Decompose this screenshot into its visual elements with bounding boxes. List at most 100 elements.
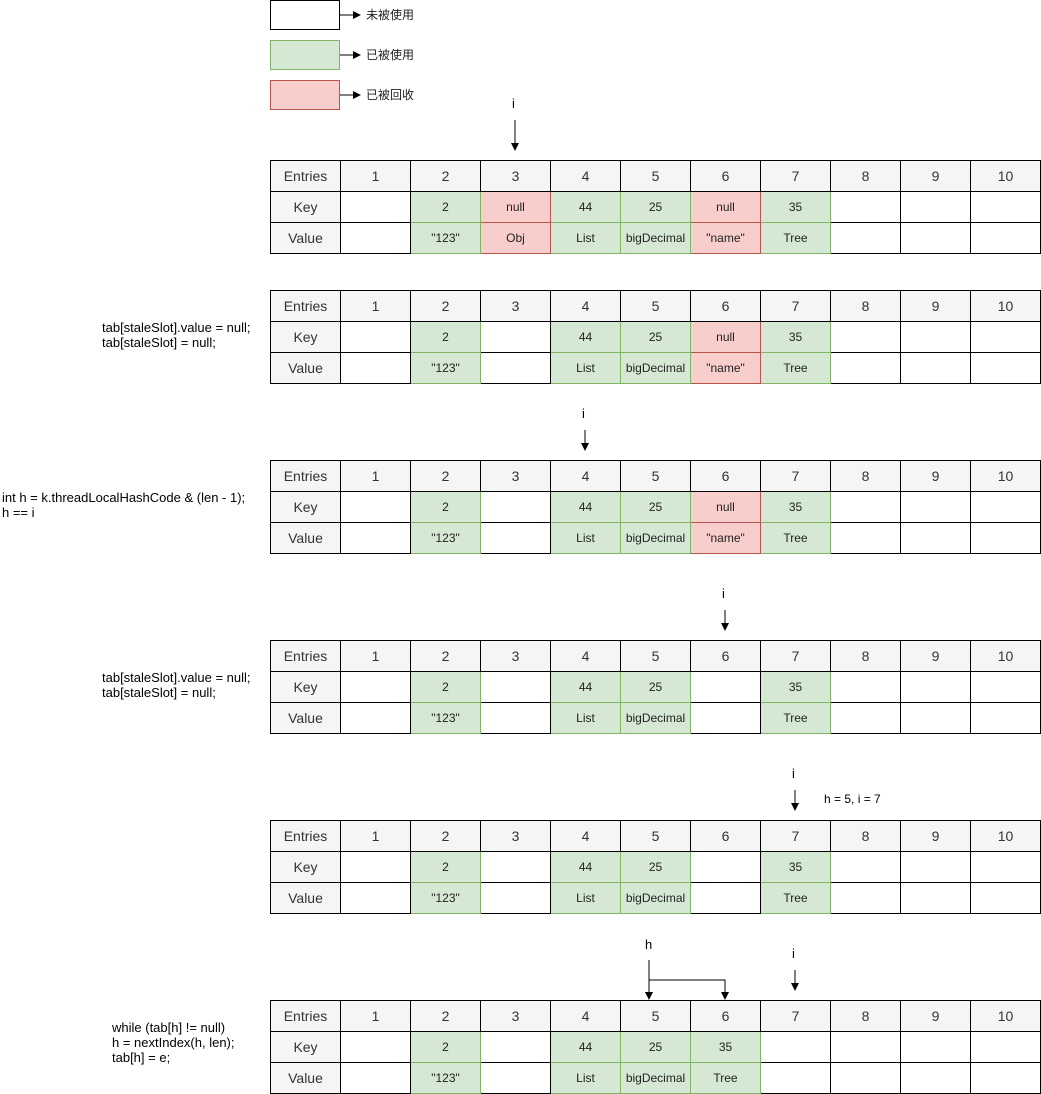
column-index: 4: [550, 640, 621, 672]
column-index: 8: [830, 640, 901, 672]
key-cell: 44: [550, 851, 621, 883]
value-row: Value "123" List bigDecimal Tree: [270, 1062, 1041, 1094]
key-cell: [340, 321, 411, 353]
key-cell: [970, 1031, 1041, 1063]
key-cell: [900, 491, 971, 523]
column-index: 3: [480, 460, 551, 492]
key-cell: null: [690, 191, 761, 223]
value-cell: "123": [410, 522, 481, 554]
column-index: 1: [340, 1000, 411, 1032]
value-label: Value: [270, 702, 341, 734]
key-row: Key 2 null 44 25 null 35: [270, 191, 1041, 223]
key-cell: [340, 191, 411, 223]
key-cell: [970, 491, 1041, 523]
key-cell: [970, 321, 1041, 353]
column-index: 5: [620, 160, 691, 192]
column-index: 1: [340, 460, 411, 492]
key-cell: 44: [550, 321, 621, 353]
key-cell: 25: [620, 1031, 691, 1063]
value-cell: [900, 522, 971, 554]
key-cell: [900, 321, 971, 353]
key-cell: [480, 1031, 551, 1063]
value-cell: "name": [690, 222, 761, 254]
key-cell: 25: [620, 191, 691, 223]
key-cell: [900, 191, 971, 223]
key-label: Key: [270, 851, 341, 883]
value-cell: [480, 1062, 551, 1094]
column-index: 2: [410, 820, 481, 852]
key-cell: 44: [550, 491, 621, 523]
slot-table-2: Entries 1 2 3 4 5 6 7 8 9 10 Key 2 44 25 null 35 Value "12…: [270, 290, 1041, 384]
key-cell: 35: [760, 321, 831, 353]
column-index: 9: [900, 160, 971, 192]
value-row: Value "123" List bigDecimal "name" Tree: [270, 352, 1041, 384]
value-cell: bigDecimal: [620, 1062, 691, 1094]
column-index: 10: [970, 160, 1041, 192]
legend-swatch-freed: [270, 80, 340, 110]
column-index: 10: [970, 290, 1041, 322]
value-cell: Tree: [760, 222, 831, 254]
column-index: 2: [410, 290, 481, 322]
column-index: 4: [550, 460, 621, 492]
value-cell: [480, 352, 551, 384]
legend-swatch-unused: [270, 0, 340, 30]
key-cell: 2: [410, 851, 481, 883]
column-index: 1: [340, 160, 411, 192]
key-row: Key 2 44 25 35: [270, 851, 1041, 883]
slot-table-1: Entries 1 2 3 4 5 6 7 8 9 10 Key 2 null 44 25 null 35 Valu…: [270, 160, 1041, 254]
key-cell: 35: [760, 491, 831, 523]
value-cell: [900, 352, 971, 384]
code-snippet: while (tab[h] != null) h = nextIndex(h, …: [112, 1020, 235, 1065]
key-row: Key 2 44 25 35: [270, 671, 1041, 703]
probe-next-arrow: [649, 979, 729, 1000]
key-label: Key: [270, 491, 341, 523]
key-cell: 2: [410, 1031, 481, 1063]
column-index: 3: [480, 290, 551, 322]
value-cell: "123": [410, 352, 481, 384]
key-cell: [340, 671, 411, 703]
value-row: Value "123" List bigDecimal "name" Tree: [270, 522, 1041, 554]
column-index: 10: [970, 640, 1041, 672]
column-index: 7: [760, 160, 831, 192]
column-index: 2: [410, 160, 481, 192]
pointer-i-label: i: [792, 946, 795, 961]
value-cell: [970, 222, 1041, 254]
column-index: 4: [550, 1000, 621, 1032]
column-index: 6: [690, 160, 761, 192]
code-snippet: tab[staleSlot].value = null; tab[staleSl…: [102, 320, 251, 350]
value-cell: [690, 702, 761, 734]
key-row: Key 2 44 25 35: [270, 1031, 1041, 1063]
key-cell: 2: [410, 321, 481, 353]
value-label: Value: [270, 352, 341, 384]
value-row: Value "123" List bigDecimal Tree: [270, 882, 1041, 914]
key-cell: [340, 1031, 411, 1063]
entries-row: Entries 1 2 3 4 5 6 7 8 9 10: [270, 820, 1041, 852]
value-label: Value: [270, 222, 341, 254]
value-cell: [900, 882, 971, 914]
column-index: 3: [480, 1000, 551, 1032]
value-cell: "123": [410, 702, 481, 734]
value-cell: Obj: [480, 222, 551, 254]
value-cell: [340, 882, 411, 914]
column-index: 3: [480, 820, 551, 852]
key-cell: 35: [760, 191, 831, 223]
legend-swatch-used: [270, 40, 340, 70]
entries-label: Entries: [270, 290, 341, 322]
column-index: 5: [620, 460, 691, 492]
column-index: 9: [900, 460, 971, 492]
key-label: Key: [270, 671, 341, 703]
column-index: 7: [760, 820, 831, 852]
key-cell: 44: [550, 191, 621, 223]
value-cell: [970, 352, 1041, 384]
column-index: 7: [760, 640, 831, 672]
column-index: 9: [900, 820, 971, 852]
key-cell: [970, 191, 1041, 223]
value-label: Value: [270, 882, 341, 914]
key-label: Key: [270, 191, 341, 223]
value-row: Value "123" List bigDecimal Tree: [270, 702, 1041, 734]
value-cell: List: [550, 1062, 621, 1094]
key-row: Key 2 44 25 null 35: [270, 491, 1041, 523]
index-note: h = 5, i = 7: [824, 792, 881, 806]
value-cell: [830, 882, 901, 914]
value-cell: [900, 702, 971, 734]
